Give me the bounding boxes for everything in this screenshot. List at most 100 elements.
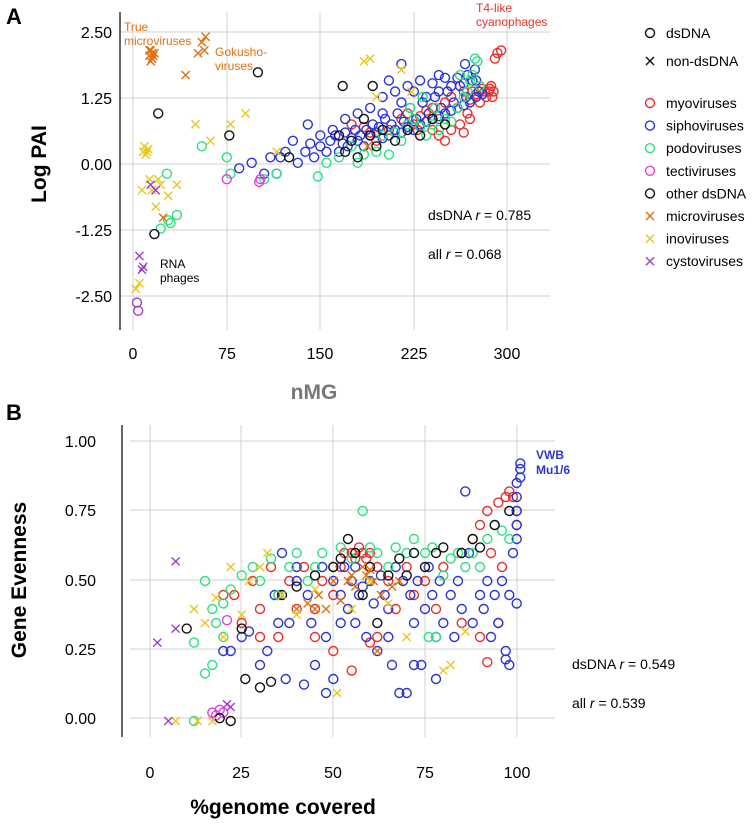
point-inoviruses-stroke <box>151 202 161 212</box>
point-podoviruses <box>207 603 218 615</box>
point-myoviruses <box>328 589 339 601</box>
point-siphoviruses <box>414 75 426 86</box>
point-myoviruses <box>433 130 444 141</box>
point-inoviruses-stroke <box>134 278 144 288</box>
legend-marker-circle <box>644 142 656 154</box>
point-myoviruses <box>284 575 295 587</box>
point-siphoviruses <box>511 477 522 489</box>
point-microviruses <box>146 45 156 55</box>
point-inoviruses-stroke <box>446 660 456 670</box>
point-siphoviruses <box>511 598 522 609</box>
point-other-dsdna <box>342 533 354 545</box>
point-microviruses-stroke <box>372 646 382 656</box>
point-microviruses <box>350 582 360 592</box>
point-tectiviruses <box>221 173 233 185</box>
legend-marker-cross-stroke <box>645 234 655 244</box>
a-x-axis-title: nMG <box>291 381 338 404</box>
point-siphoviruses <box>352 108 363 119</box>
point-siphoviruses <box>352 135 363 147</box>
a-xtick: 225 <box>401 346 428 363</box>
point-siphoviruses <box>500 645 511 657</box>
point-inoviruses-stroke <box>172 180 182 190</box>
point-siphoviruses <box>507 547 519 559</box>
a-xtick: 75 <box>218 346 236 363</box>
point-siphoviruses <box>273 617 284 629</box>
point-siphoviruses <box>298 679 310 690</box>
point-podoviruses <box>401 547 412 559</box>
point-inoviruses <box>218 632 228 642</box>
panel-b-correlations: dsDNA r = 0.549 all r = 0.539 <box>572 656 675 711</box>
point-inoviruses-stroke <box>207 716 217 726</box>
b-xtick: 25 <box>232 765 250 782</box>
point-inoviruses <box>310 584 320 594</box>
point-inoviruses-stroke <box>200 618 210 628</box>
point-other-dsdna <box>357 589 368 601</box>
point-cystoviruses-stroke <box>134 251 144 261</box>
legend-item-other-dsdna: other dsDNA <box>644 185 747 201</box>
point-microviruses <box>181 70 191 80</box>
point-inoviruses <box>292 610 302 620</box>
point-inoviruses-stroke <box>292 610 302 620</box>
legend-label: siphoviruses <box>666 118 744 134</box>
stat-label: all <box>572 695 590 711</box>
point-myoviruses <box>309 603 321 615</box>
point-cystoviruses <box>171 624 181 634</box>
point-podoviruses <box>221 152 233 163</box>
legend-marker-circle <box>644 97 656 109</box>
point-myoviruses <box>408 589 420 601</box>
point-siphoviruses <box>389 86 401 97</box>
point-podoviruses <box>504 533 515 545</box>
point-podoviruses <box>454 69 466 81</box>
point-cystoviruses-stroke <box>152 638 162 648</box>
point-inoviruses <box>137 185 147 195</box>
stat-label: dsDNA <box>428 207 475 223</box>
point-siphoviruses <box>368 598 379 609</box>
point-microviruses <box>328 576 338 586</box>
point-podoviruses <box>210 617 222 629</box>
point-siphoviruses <box>430 673 442 685</box>
point-microviruses-stroke <box>369 576 379 586</box>
point-microviruses-stroke <box>336 596 346 606</box>
point-podoviruses <box>162 215 174 226</box>
point-podoviruses <box>414 121 426 133</box>
point-podoviruses <box>427 119 438 130</box>
point-other-dsdna <box>377 124 388 136</box>
point-podoviruses <box>218 598 229 609</box>
a-xtick: 150 <box>307 346 334 363</box>
point-microviruses-stroke <box>148 51 158 61</box>
point-podoviruses <box>335 542 346 553</box>
point-cystoviruses-stroke <box>226 702 236 712</box>
legend-marker-cross <box>645 211 655 221</box>
point-siphoviruses <box>478 603 489 615</box>
point-podoviruses <box>460 561 471 573</box>
b-xtick: 100 <box>504 765 531 782</box>
point-siphoviruses <box>300 146 311 158</box>
point-siphoviruses <box>306 617 317 629</box>
point-myoviruses <box>430 603 442 615</box>
point-microviruses-stroke <box>358 562 368 572</box>
point-siphoviruses <box>372 645 383 657</box>
point-myoviruses <box>383 575 394 587</box>
point-other-dsdna <box>474 542 486 553</box>
point-siphoviruses <box>390 561 401 573</box>
point-podoviruses <box>207 659 218 671</box>
legend-marker-cross-stroke <box>645 256 655 266</box>
b-xtick: 0 <box>146 765 155 782</box>
b-ytick: 0.50 <box>65 573 96 590</box>
point-myoviruses <box>489 53 501 64</box>
b-x-axis-title: %genome covered <box>190 796 376 819</box>
point-microviruses-stroke <box>303 598 313 608</box>
point-microviruses <box>365 565 375 575</box>
point-other-dsdna <box>252 67 264 78</box>
point-podoviruses <box>404 102 416 114</box>
point-inoviruses-stroke <box>191 119 201 129</box>
point-siphoviruses <box>467 617 478 629</box>
point-siphoviruses <box>485 631 497 643</box>
point-siphoviruses <box>511 505 522 517</box>
annotation-rna-phages: RNA <box>160 257 185 271</box>
point-inoviruses <box>402 632 412 642</box>
point-inoviruses <box>272 147 282 157</box>
point-inoviruses-stroke <box>144 174 154 184</box>
stat-value: = 0.539 <box>595 695 646 711</box>
panel-a-gridlines <box>120 12 550 330</box>
